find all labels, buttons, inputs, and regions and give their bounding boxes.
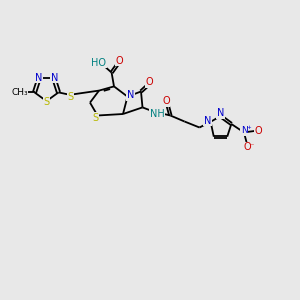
Text: NH: NH [150,109,165,119]
Text: N: N [35,73,42,83]
Text: O: O [146,77,154,87]
Text: N: N [127,90,134,100]
Text: N: N [204,116,211,126]
Text: N: N [241,126,247,135]
Text: O: O [116,56,124,66]
Text: O: O [243,142,251,152]
Text: CH₃: CH₃ [11,88,28,97]
Text: S: S [92,113,98,123]
Text: N: N [51,73,58,83]
Text: S: S [68,92,74,102]
Text: +: + [247,125,251,130]
Text: S: S [44,97,50,107]
Text: O: O [162,96,170,106]
Text: O: O [254,126,262,136]
Text: ⁻: ⁻ [249,141,253,150]
Text: N: N [217,108,224,118]
Text: HO: HO [91,58,106,68]
